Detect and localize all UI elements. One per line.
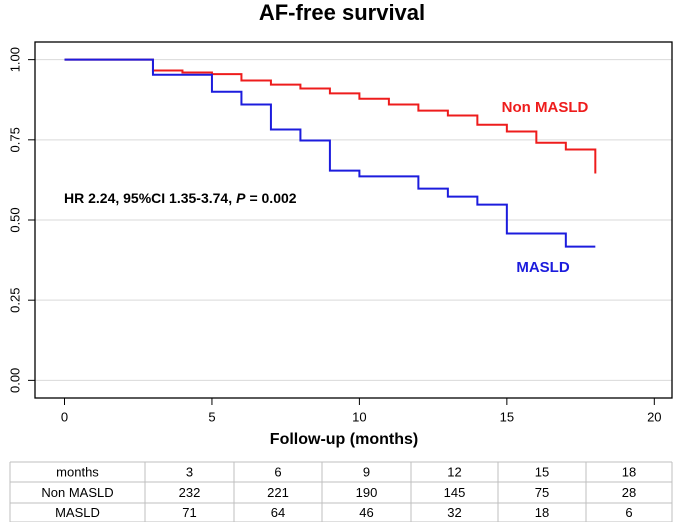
table-cell: 46 (359, 505, 373, 520)
x-tick-label: 20 (647, 409, 661, 424)
x-tick-label: 15 (500, 409, 514, 424)
table-cell: 190 (356, 485, 378, 500)
annotation-text: HR 2.24, 95%CI 1.35-3.74, (64, 190, 232, 206)
table-cell: 32 (447, 505, 461, 520)
table-cell: 3 (186, 464, 193, 479)
table-cell: months (56, 464, 99, 479)
chart-title: AF-free survival (259, 0, 425, 25)
table-cell: 15 (535, 464, 549, 479)
annotation: HR 2.24, 95%CI 1.35-3.74, P = 0.002 (64, 190, 297, 206)
annotation-text: P (236, 190, 246, 206)
table-cell: 6 (625, 505, 632, 520)
survival-line (64, 58, 597, 174)
y-tick-label: 0.75 (7, 127, 22, 152)
table-cell: 232 (179, 485, 201, 500)
table-cell: 64 (271, 505, 285, 520)
annotation-text: = 0.002 (249, 190, 296, 206)
x-tick-label: 5 (208, 409, 215, 424)
x-axis-label: Follow-up (months) (270, 431, 418, 448)
table-cell: 75 (535, 485, 549, 500)
series-label: MASLD (516, 259, 569, 276)
table-cell: 71 (182, 505, 196, 520)
table-cell: MASLD (55, 505, 100, 520)
table-cell: 12 (447, 464, 461, 479)
table-cell: 18 (535, 505, 549, 520)
table-cell: 145 (444, 485, 466, 500)
y-tick-label: 0.25 (7, 288, 22, 313)
y-tick-label: 0.50 (7, 207, 22, 232)
table-cell: Non MASLD (41, 485, 113, 500)
table-cell: 18 (622, 464, 636, 479)
table-cell: 9 (363, 464, 370, 479)
table-cell: 221 (267, 485, 289, 500)
y-tick-label: 1.00 (7, 47, 22, 72)
x-tick-label: 0 (61, 409, 68, 424)
survival-line (64, 58, 596, 248)
series-label: Non MASLD (502, 99, 589, 116)
table-cell: 28 (622, 485, 636, 500)
y-tick-label: 0.00 (7, 368, 22, 393)
plot-frame (34, 41, 673, 399)
x-tick-label: 10 (352, 409, 366, 424)
table-cell: 6 (274, 464, 281, 479)
